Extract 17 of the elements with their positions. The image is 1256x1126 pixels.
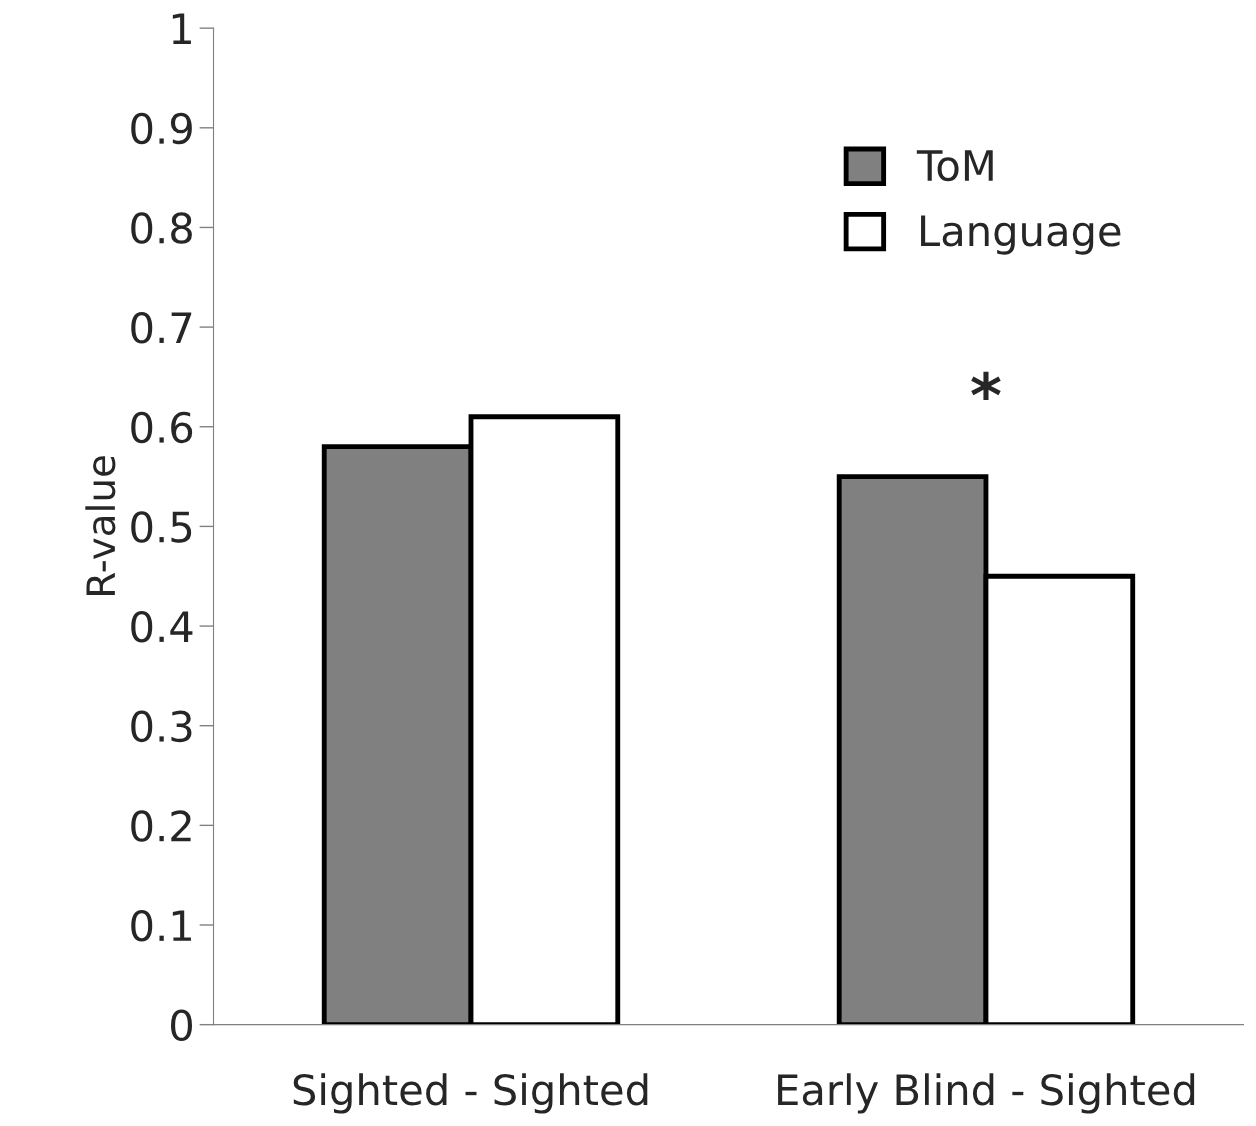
legend-label: ToM — [916, 150, 993, 182]
y-tick-label: 0 — [171, 1009, 192, 1042]
y-tick-label: 0.7 — [131, 312, 192, 344]
y-tick-label: 0.2 — [131, 810, 191, 842]
x-tick-label: Sighted - Sighted — [293, 1073, 648, 1114]
y-axis-title: R-value — [85, 456, 116, 595]
y-tick-label: 0.6 — [131, 411, 193, 444]
x-tick-label: Early Blind - Sighted — [778, 1073, 1195, 1114]
legend-label: Language — [921, 215, 1121, 255]
y-tick-label: 0.4 — [131, 610, 193, 643]
y-tick-label: 0.5 — [131, 511, 192, 543]
y-tick-label: 0.8 — [131, 212, 192, 244]
y-tick-label: 0.1 — [131, 909, 191, 942]
y-tick-label: 1 — [172, 13, 191, 44]
y-tick-label: 0.9 — [131, 112, 192, 145]
y-tick-label: 0.3 — [131, 710, 192, 743]
annotation: * — [971, 371, 1001, 401]
